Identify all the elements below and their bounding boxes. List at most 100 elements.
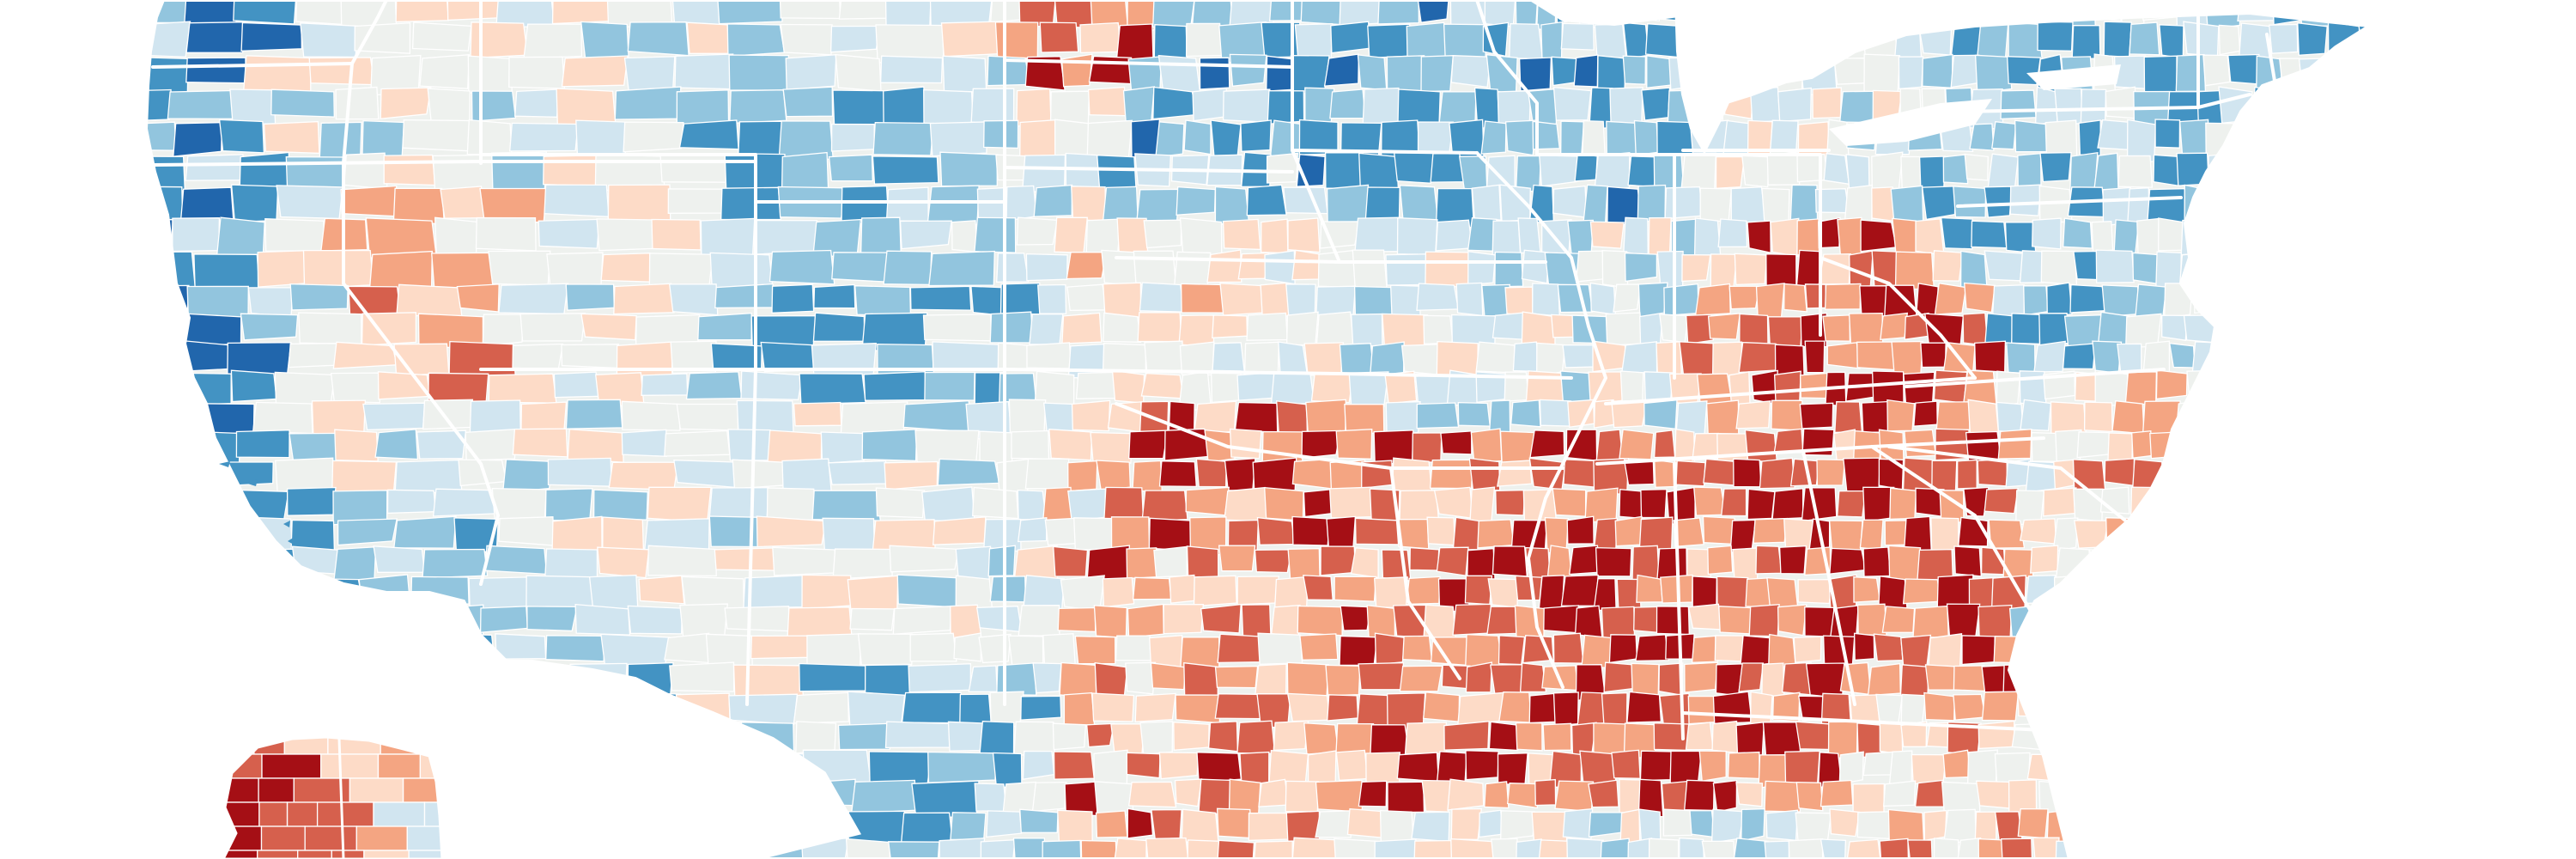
county-cell xyxy=(1921,186,1956,221)
county-cell xyxy=(380,87,432,120)
county-cell xyxy=(2240,184,2274,222)
county-cell xyxy=(1738,662,1765,692)
county-cell xyxy=(2257,662,2285,698)
county-cell xyxy=(1683,779,1715,812)
county-cell xyxy=(980,839,1016,859)
county-cell xyxy=(727,429,771,461)
county-cell xyxy=(1054,216,1089,253)
county-cell xyxy=(1216,807,1253,839)
county-cell xyxy=(1741,807,1765,842)
county-cell xyxy=(2283,782,2318,818)
county-cell xyxy=(2204,251,2233,294)
county-cell xyxy=(1224,457,1256,491)
county-cell xyxy=(191,575,257,611)
county-cell xyxy=(621,429,667,457)
border-ok-tx xyxy=(1115,402,1393,470)
county-cell xyxy=(2259,154,2293,182)
county-cell xyxy=(2072,459,2106,493)
county-cell xyxy=(1619,488,1646,520)
county-cell xyxy=(146,780,190,814)
county-cell xyxy=(1623,459,1655,486)
county-cell xyxy=(608,461,679,490)
county-cell xyxy=(1789,458,1820,487)
county-cell xyxy=(1152,0,1196,28)
county-cell xyxy=(2373,693,2409,728)
county-cell xyxy=(2230,662,2262,701)
county-cell xyxy=(950,812,987,841)
county-cell xyxy=(2132,252,2158,284)
county-cell xyxy=(223,777,259,803)
county-cell xyxy=(1622,55,1647,85)
county-cell xyxy=(2207,720,2239,755)
county-cell xyxy=(334,429,379,462)
county-cell xyxy=(1441,664,1471,690)
county-cell xyxy=(1303,575,1334,601)
county-cell xyxy=(2329,489,2352,517)
county-cell xyxy=(2368,217,2370,257)
county-cell xyxy=(2214,428,2243,460)
county-cell xyxy=(2224,839,2257,859)
county-cell xyxy=(1356,693,1393,728)
county-cell xyxy=(1270,370,1315,405)
county-cell xyxy=(1210,119,1242,158)
county-cell xyxy=(1996,401,2024,433)
county-cell xyxy=(1527,88,1558,125)
county-cell xyxy=(782,86,834,118)
county-cell xyxy=(2053,574,2089,612)
county-cell xyxy=(1913,400,1938,427)
county-cell xyxy=(1323,53,1360,87)
border-va-nc xyxy=(1905,368,2166,388)
county-cell xyxy=(2168,342,2196,369)
county-cell xyxy=(909,632,957,662)
county-cell xyxy=(2117,343,2142,375)
county-cell xyxy=(498,516,555,546)
county-cell xyxy=(667,188,723,214)
county-cell xyxy=(1057,606,1097,633)
county-cell xyxy=(1266,152,1298,184)
county-cell xyxy=(1614,515,1643,547)
island-1 xyxy=(219,461,230,467)
county-cell xyxy=(2372,813,2401,836)
county-cell xyxy=(428,691,477,730)
county-cell xyxy=(2371,154,2398,187)
border-nd-sd xyxy=(1003,58,1294,69)
county-cell xyxy=(2025,662,2060,698)
county-cell xyxy=(411,21,472,52)
border-mo-ar xyxy=(1338,372,1573,380)
county-cell xyxy=(320,753,380,779)
county-cell xyxy=(1112,838,1147,859)
county-cell xyxy=(2088,603,2123,635)
county-cell xyxy=(1270,604,1301,637)
county-cell xyxy=(2243,372,2267,405)
county-cell xyxy=(2213,807,2244,844)
county-cell xyxy=(1416,0,1450,23)
county-cell xyxy=(1744,429,1778,465)
county-cell xyxy=(738,120,785,156)
county-cell xyxy=(900,812,954,844)
county-cell xyxy=(1495,489,1526,516)
county-cell xyxy=(2266,809,2288,834)
county-cell xyxy=(1703,458,1736,486)
county-cell xyxy=(2265,574,2292,607)
county-cell xyxy=(2166,750,2189,786)
county-cell xyxy=(892,606,952,635)
county-cell xyxy=(1229,53,1267,88)
county-cell xyxy=(1643,399,1678,430)
county-cell xyxy=(1497,460,1533,487)
county-cell xyxy=(580,751,638,783)
county-cell xyxy=(1997,428,2032,460)
county-cell xyxy=(1392,457,1433,497)
county-cell xyxy=(1275,400,1309,436)
county-cell xyxy=(482,314,525,347)
county-cell xyxy=(2217,518,2241,551)
county-cell xyxy=(2065,604,2094,644)
county-cell xyxy=(2081,635,2112,661)
county-cell xyxy=(1902,578,1941,605)
county-cell xyxy=(1534,778,1557,807)
county-cell xyxy=(1222,218,1261,251)
county-cell xyxy=(1978,720,2015,750)
county-cell xyxy=(1735,721,1765,756)
county-cell xyxy=(480,780,532,819)
county-cell xyxy=(2037,21,2074,52)
county-cell xyxy=(2215,283,2243,313)
